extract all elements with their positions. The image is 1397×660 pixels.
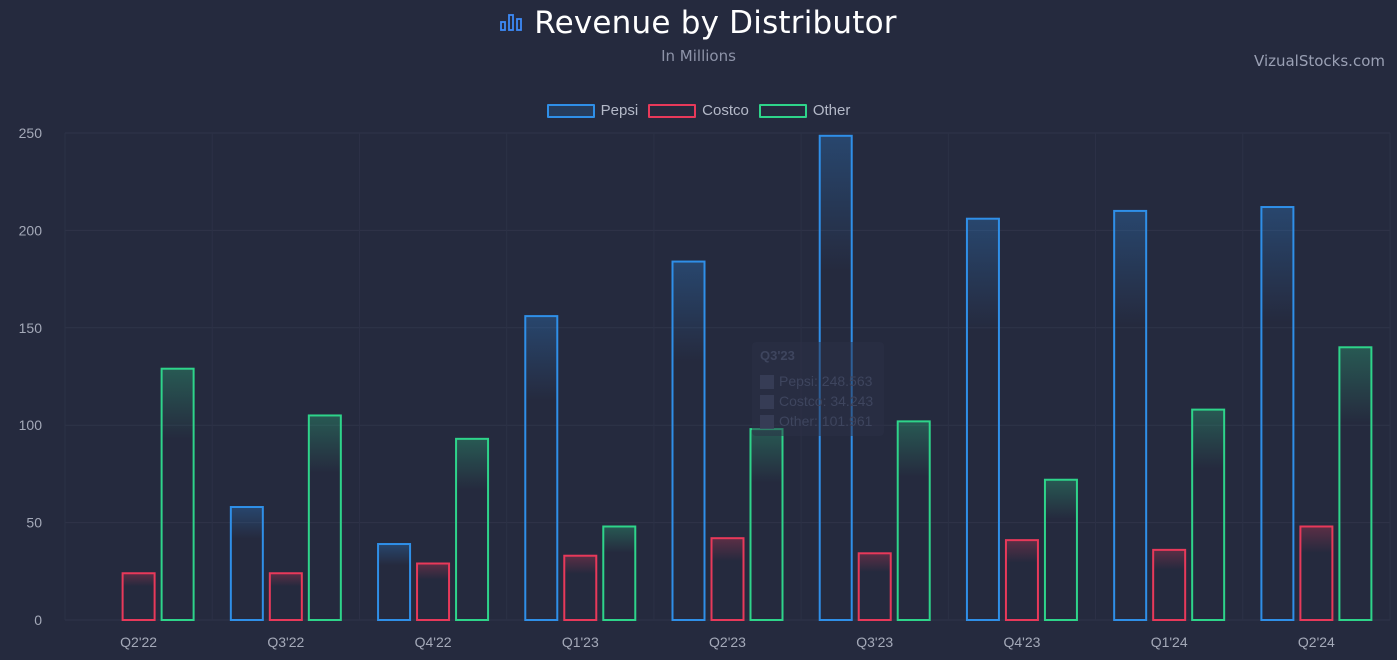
bar-costco[interactable] — [268, 572, 303, 621]
tooltip-title: Q3'23 — [760, 348, 795, 363]
legend-swatch-pepsi — [546, 103, 595, 118]
tooltip-swatch — [760, 395, 774, 409]
bar-chart-icon — [500, 14, 523, 31]
bar-costco[interactable] — [121, 572, 156, 621]
bar-other[interactable] — [1338, 346, 1373, 621]
y-tick-label: 150 — [19, 320, 43, 336]
chart-title: Revenue by Distributor — [534, 5, 897, 41]
tooltip-box — [752, 342, 884, 436]
tooltip-line: Costco: 34.243 — [779, 393, 873, 409]
bar-costco[interactable] — [1299, 525, 1334, 621]
tooltip-swatch — [760, 415, 774, 429]
bar-pepsi[interactable] — [377, 543, 412, 622]
legend-item-other[interactable]: Other — [758, 102, 851, 119]
x-tick-label: Q4'22 — [415, 634, 452, 650]
bar-other[interactable] — [602, 525, 637, 621]
bar-pepsi[interactable] — [1113, 209, 1148, 621]
legend-label: Other — [812, 102, 851, 119]
bar-other[interactable] — [896, 420, 931, 621]
bar-other[interactable] — [160, 367, 195, 622]
bar-pepsi[interactable] — [965, 217, 1000, 621]
brand-watermark[interactable]: VizualStocks.com — [1254, 52, 1385, 70]
y-tick-label: 0 — [34, 612, 42, 628]
chart-subtitle: In Millions — [661, 47, 736, 65]
y-tick-label: 250 — [19, 125, 43, 141]
y-tick-label: 50 — [26, 515, 42, 531]
x-tick-label: Q2'23 — [709, 634, 746, 650]
bar-pepsi[interactable] — [671, 260, 706, 621]
bar-costco[interactable] — [416, 562, 451, 621]
bar-costco[interactable] — [857, 552, 892, 621]
bar-costco[interactable] — [1004, 539, 1039, 622]
bar-other[interactable] — [1191, 408, 1226, 621]
bar-pepsi[interactable] — [229, 506, 264, 621]
tooltip-line: Pepsi: 248.563 — [779, 373, 873, 389]
legend-label: Costco — [702, 102, 749, 119]
tooltip-swatch — [760, 375, 774, 389]
legend-swatch-costco — [648, 103, 697, 118]
chart-legend: Pepsi Costco Other — [0, 102, 1397, 119]
legend-label: Pepsi — [600, 102, 639, 119]
bar-other[interactable] — [455, 437, 490, 621]
y-tick-label: 200 — [19, 222, 43, 238]
x-tick-label: Q2'24 — [1298, 634, 1335, 650]
bar-other[interactable] — [1043, 478, 1078, 621]
x-tick-label: Q4'23 — [1003, 634, 1040, 650]
bar-costco[interactable] — [1152, 548, 1187, 622]
x-tick-label: Q1'23 — [562, 634, 599, 650]
bar-pepsi[interactable] — [524, 315, 559, 621]
legend-swatch-other — [758, 103, 807, 118]
bar-other[interactable] — [307, 414, 342, 621]
bar-costco[interactable] — [563, 554, 598, 621]
x-tick-label: Q1'24 — [1151, 634, 1188, 650]
chart-header: Revenue by Distributor — [0, 4, 1397, 41]
y-tick-label: 100 — [19, 417, 43, 433]
x-tick-label: Q3'23 — [856, 634, 893, 650]
bar-other[interactable] — [749, 428, 784, 622]
legend-item-costco[interactable]: Costco — [648, 102, 749, 119]
legend-item-pepsi[interactable]: Pepsi — [546, 102, 639, 119]
x-tick-label: Q3'22 — [267, 634, 304, 650]
bar-pepsi[interactable] — [1260, 206, 1295, 622]
bar-costco[interactable] — [710, 537, 745, 622]
x-tick-label: Q2'22 — [120, 634, 157, 650]
tooltip-line: Other: 101.961 — [779, 413, 873, 429]
